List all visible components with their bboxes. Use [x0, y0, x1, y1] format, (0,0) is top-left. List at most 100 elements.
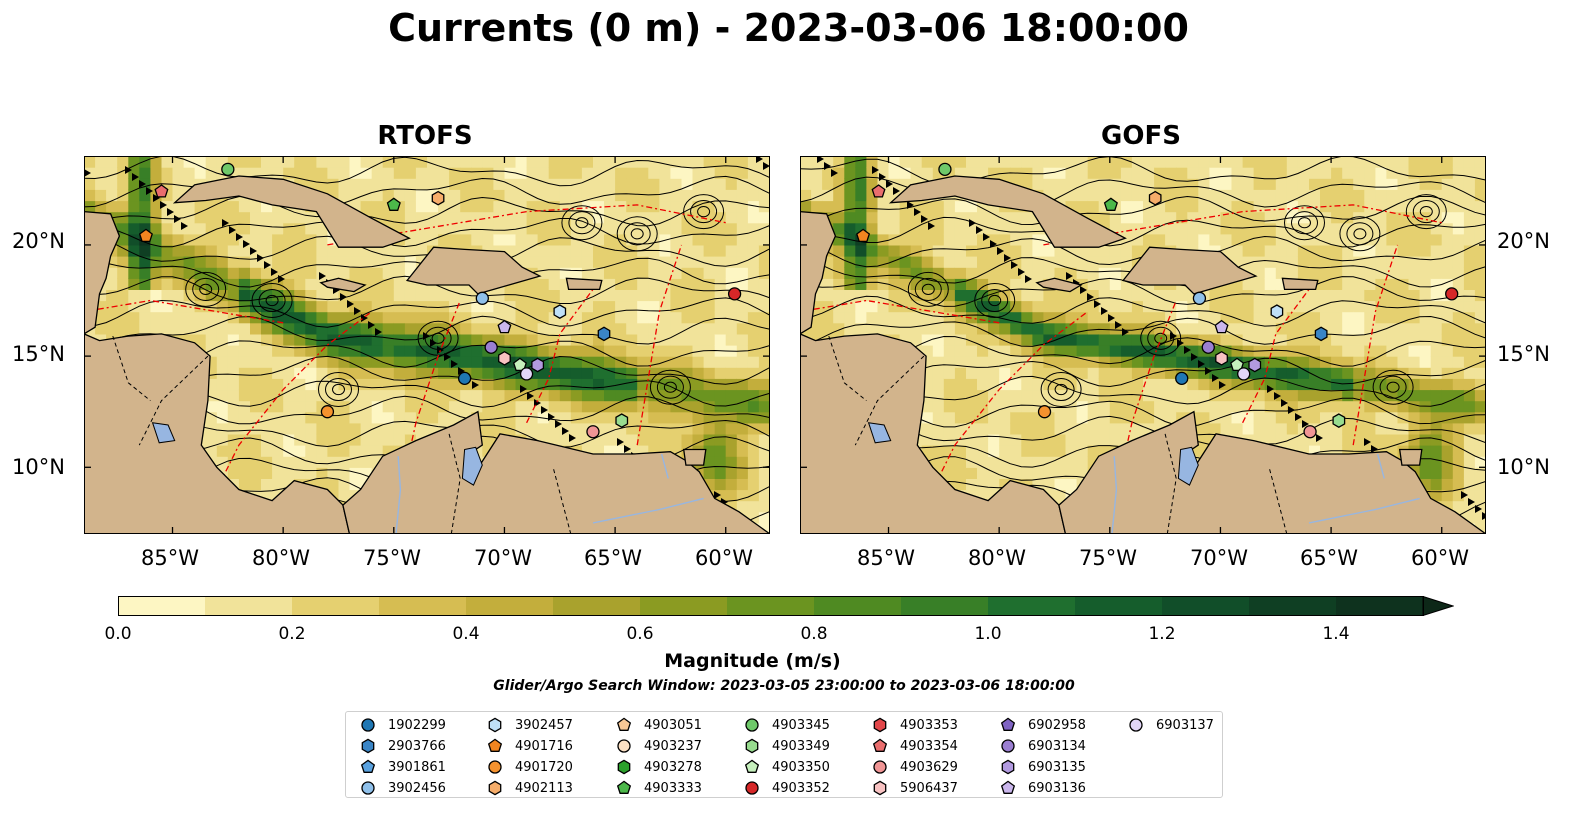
legend-item-6903135: 6903135 — [1000, 757, 1086, 777]
colorbar-bin — [466, 596, 554, 616]
float-marker-icon — [1001, 759, 1015, 775]
colorbar-bin — [814, 596, 902, 616]
lat-label-15n-right: 15°N — [1497, 342, 1550, 366]
search-window-text: Glider/Argo Search Window: 2023-03-05 23… — [493, 678, 1075, 694]
gofs-float-4903333 — [1103, 197, 1118, 211]
rtofs-jamaica — [319, 277, 367, 293]
legend-item-4901720: 4901720 — [487, 757, 573, 777]
legend-marker-4903353 — [873, 717, 887, 733]
colorbar-bin — [640, 596, 728, 616]
float-marker-icon — [616, 717, 632, 731]
gofs-float-4903345 — [938, 162, 952, 176]
rtofs-float-4903352 — [727, 287, 742, 301]
lat-label-20n-right: 20°N — [1497, 229, 1550, 253]
legend-label: 6902958 — [1028, 717, 1086, 733]
gofs-rivers — [1111, 453, 1420, 534]
legend-label: 4903349 — [772, 738, 830, 754]
float-marker-icon — [745, 738, 759, 754]
gofs-cuba — [888, 175, 1127, 248]
gofs-float-1902299 — [1175, 371, 1189, 386]
legend-item-4901716: 4901716 — [487, 736, 573, 756]
rtofs-puerto-rico — [565, 277, 603, 291]
float-marker-icon — [745, 781, 759, 795]
colorbar-bin — [1075, 596, 1163, 616]
legend-marker-3902456 — [361, 781, 375, 795]
colorbar-tick-label: 1.4 — [1322, 624, 1350, 644]
gofs-float-6903136 — [1214, 319, 1229, 334]
lon-label-65w-rtofs: 65°W — [584, 546, 642, 570]
rtofs-float-3902457 — [553, 304, 567, 319]
legend-label: 6903137 — [1156, 717, 1214, 733]
legend-marker-6903134 — [1001, 739, 1015, 753]
float-marker-icon — [1129, 718, 1143, 732]
float-marker-icon — [1000, 717, 1016, 731]
panel-title-gofs: GOFS — [1101, 121, 1181, 151]
gofs-trinidad — [1398, 448, 1423, 466]
legend-marker-4903352 — [745, 781, 759, 795]
rtofs-south-america — [342, 410, 770, 534]
lon-label-80w-gofs: 80°W — [968, 546, 1026, 570]
lat-label-20n-left: 20°N — [12, 229, 65, 253]
legend-item-3902457: 3902457 — [487, 715, 573, 735]
rtofs-land — [84, 175, 770, 534]
lon-label-85w-gofs: 85°W — [857, 546, 915, 570]
rtofs-float-4903350 — [512, 357, 527, 372]
rtofs-float-3902456 — [475, 291, 489, 305]
float-marker-icon — [872, 738, 888, 752]
legend-marker-4903345 — [745, 718, 759, 732]
float-marker-icon — [361, 781, 375, 795]
legend-label: 6903134 — [1028, 738, 1086, 754]
rtofs-float-6903136 — [497, 319, 512, 334]
colorbar-tick-label: 1.0 — [974, 624, 1002, 644]
legend-label: 4903629 — [900, 759, 958, 775]
colorbar-bin — [901, 596, 989, 616]
legend-label: 2903766 — [388, 738, 446, 754]
panel-title-rtofs: RTOFS — [377, 121, 473, 151]
legend-item-4903345: 4903345 — [744, 715, 830, 735]
legend-marker-3901861 — [360, 759, 376, 773]
legend-item-6902958: 6902958 — [1000, 715, 1086, 735]
legend-marker-4901716 — [487, 738, 503, 752]
float-marker-icon — [745, 718, 759, 732]
legend-label: 4903350 — [772, 759, 830, 775]
colorbar-tick-label: 1.2 — [1148, 624, 1176, 644]
gofs-float-4901716 — [856, 228, 871, 243]
gofs-float-6903137 — [1237, 367, 1251, 381]
rtofs-hispaniola — [405, 246, 542, 295]
legend-label: 4903278 — [644, 759, 702, 775]
legend-label: 4903352 — [772, 780, 830, 796]
colorbar-bin — [379, 596, 467, 616]
legend-label: 4903051 — [644, 717, 702, 733]
legend-marker-4903278 — [617, 759, 631, 775]
colorbar-bin — [292, 596, 380, 616]
legend-marker-4903051 — [616, 717, 632, 731]
legend-label: 3901861 — [388, 759, 446, 775]
legend-marker-3902457 — [488, 717, 502, 733]
gofs-float-6903134 — [1201, 340, 1215, 354]
rtofs-float-4902113 — [431, 190, 445, 206]
rtofs-float-1902299 — [457, 371, 472, 386]
legend-marker-4902113 — [488, 780, 502, 796]
legend-marker-4903349 — [745, 738, 759, 754]
legend-label: 4903354 — [900, 738, 958, 754]
rtofs-float-4903629 — [586, 425, 600, 439]
float-marker-icon — [873, 780, 887, 796]
legend-label: 6903135 — [1028, 759, 1086, 775]
colorbar-tick-label: 0.6 — [626, 624, 654, 644]
gofs-south-america — [1058, 410, 1486, 534]
gofs-float-4902113 — [1148, 190, 1162, 206]
legend-label: 5906437 — [900, 780, 958, 796]
gofs-float-4903354 — [871, 184, 886, 198]
legend-item-4903350: 4903350 — [744, 757, 830, 777]
rtofs-float-6903134 — [484, 340, 498, 354]
rtofs-trinidad — [682, 448, 707, 466]
gofs-lake-maracaibo — [1177, 446, 1199, 486]
gofs-float-3902456 — [1192, 291, 1207, 305]
legend-marker-4903237 — [617, 739, 631, 753]
legend-item-1902299: 1902299 — [360, 715, 446, 735]
rtofs-float-4903333 — [386, 197, 401, 211]
legend-item-4903354: 4903354 — [872, 736, 958, 756]
float-legend: 1902299 2903766 3901861 3902456 3902457 49017… — [345, 711, 1223, 798]
legend-item-4902113: 4902113 — [487, 778, 573, 798]
rtofs-float-4903354 — [154, 184, 169, 198]
